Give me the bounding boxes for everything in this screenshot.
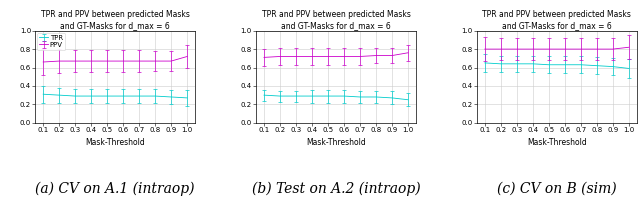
Title: TPR and PPV between predicted Masks
and GT-Masks for d_max = 6: TPR and PPV between predicted Masks and … bbox=[41, 10, 189, 30]
Legend: TPR, PPV: TPR, PPV bbox=[37, 33, 65, 50]
Text: (c) CV on B (sim): (c) CV on B (sim) bbox=[497, 182, 616, 196]
X-axis label: Mask-Threshold: Mask-Threshold bbox=[85, 138, 145, 148]
X-axis label: Mask-Threshold: Mask-Threshold bbox=[527, 138, 587, 148]
Text: (a) CV on A.1 (intraop): (a) CV on A.1 (intraop) bbox=[35, 182, 195, 196]
Title: TPR and PPV between predicted Masks
and GT-Masks for d_max = 6: TPR and PPV between predicted Masks and … bbox=[262, 10, 410, 30]
X-axis label: Mask-Threshold: Mask-Threshold bbox=[306, 138, 366, 148]
Text: (b) Test on A.2 (intraop): (b) Test on A.2 (intraop) bbox=[252, 182, 420, 196]
Title: TPR and PPV between predicted Masks
and GT-Masks for d_max = 6: TPR and PPV between predicted Masks and … bbox=[483, 10, 631, 30]
